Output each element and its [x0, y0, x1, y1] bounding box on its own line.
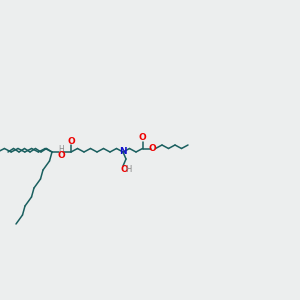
Text: O: O	[139, 133, 146, 142]
Text: H: H	[58, 145, 64, 154]
Text: O: O	[57, 151, 65, 160]
Text: O: O	[67, 136, 75, 146]
Text: O: O	[120, 166, 128, 175]
Text: N: N	[119, 148, 127, 157]
Text: H: H	[125, 166, 131, 175]
Text: O: O	[148, 144, 156, 153]
